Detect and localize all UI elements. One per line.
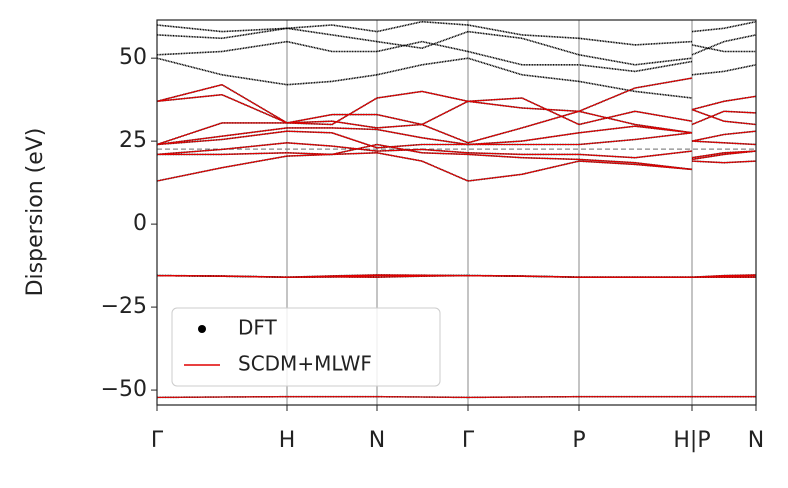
band-line — [157, 142, 756, 159]
band-line — [157, 143, 756, 171]
band-line — [157, 152, 756, 182]
band-line — [157, 27, 756, 66]
band-line — [157, 20, 756, 46]
x-tick-label: H|P — [673, 428, 710, 453]
band-line — [157, 77, 756, 146]
x-tick-label: N — [748, 428, 764, 453]
y-tick-label: 50 — [119, 45, 147, 70]
band-line — [157, 57, 756, 99]
band-line — [157, 94, 756, 134]
y-tick-label: 25 — [119, 128, 147, 153]
legend-marker — [198, 325, 206, 333]
band-line — [157, 143, 756, 170]
legend-label: SCDM+MLWF — [238, 352, 372, 376]
band-line — [157, 130, 756, 149]
band-line — [157, 93, 756, 134]
x-tick-label: P — [572, 428, 585, 453]
y-tick-label: 0 — [133, 211, 147, 236]
band-line — [157, 84, 756, 126]
legend-box — [171, 307, 441, 387]
x-tick-label: N — [369, 428, 385, 453]
band-line — [157, 125, 756, 146]
band-line — [157, 83, 756, 126]
band-line — [157, 34, 756, 73]
band-line — [157, 77, 756, 146]
plot-area — [157, 20, 756, 405]
x-tick-label: Γ — [462, 428, 475, 453]
legend-label: DFT — [238, 316, 278, 340]
x-tick-label: H — [279, 428, 296, 453]
y-tick-label: −50 — [101, 377, 147, 402]
x-tick-label: Γ — [151, 428, 164, 453]
y-tick-label: −25 — [101, 294, 147, 319]
band-line — [157, 396, 756, 398]
y-axis-label: Dispersion (eV) — [23, 128, 48, 297]
axes-frame — [156, 19, 757, 406]
band-line — [157, 274, 756, 278]
